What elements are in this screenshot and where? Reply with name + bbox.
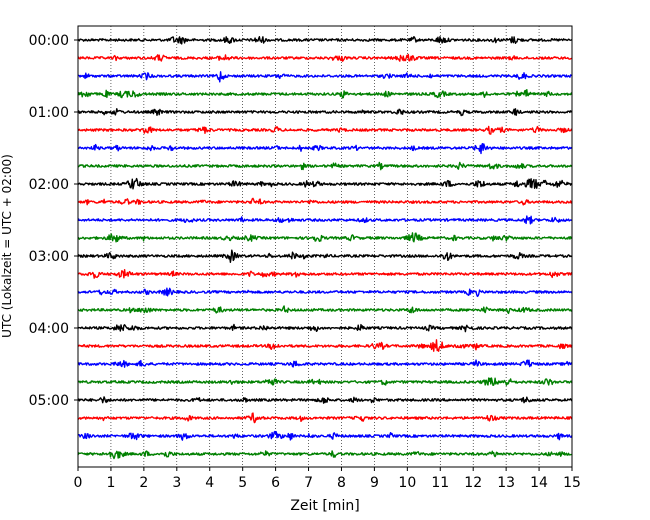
x-tick-label: 14 [530, 475, 548, 491]
trace-0300 [77, 249, 573, 263]
x-tick-label: 3 [172, 475, 181, 491]
y-tick-label: 01:00 [29, 105, 69, 121]
x-tick-label: 5 [238, 475, 247, 491]
trace-0245 [77, 232, 573, 243]
trace-0030 [77, 71, 573, 83]
trace-0445 [77, 377, 573, 387]
trace-0045 [77, 88, 573, 99]
x-tick-label: 1 [106, 475, 115, 491]
x-tick-label: 15 [563, 475, 581, 491]
x-tick-label: 10 [398, 475, 416, 491]
trace-0315 [77, 268, 573, 279]
y-tick-label: 00:00 [29, 33, 69, 49]
x-tick-label: 2 [139, 475, 148, 491]
x-tick-label: 7 [304, 475, 313, 491]
x-axis-label: Zeit [min] [290, 498, 359, 514]
y-tick-label: 02:00 [29, 177, 69, 193]
x-tick-label: 4 [205, 475, 214, 491]
trace-0430 [77, 359, 573, 368]
plot-frame [77, 25, 573, 468]
x-tick-label: 8 [337, 475, 346, 491]
x-tick-label: 6 [271, 475, 280, 491]
x-axis-ticks: 0 1 2 3 4 5 6 7 8 9 10 11 12 13 14 15 [74, 467, 581, 491]
trace-0015 [77, 53, 573, 62]
trace-0400 [77, 323, 573, 333]
y-tick-label: 03:00 [29, 249, 69, 265]
trace-0530 [77, 430, 573, 441]
x-tick-label: 11 [431, 475, 449, 491]
trace-0215 [77, 197, 573, 206]
trace-0330 [77, 287, 573, 298]
trace-0130 [77, 142, 573, 155]
trace-0545 [77, 450, 573, 460]
y-axis-ticks: 00:00 01:00 02:00 03:00 04:00 05:00 [29, 33, 78, 409]
trace-0200 [77, 177, 573, 190]
trace-0230 [77, 215, 573, 225]
y-axis-label: UTC (Lokalzeit = UTC + 02:00) [0, 154, 14, 338]
trace-0500 [77, 396, 573, 404]
x-tick-label: 12 [464, 475, 482, 491]
trace-0415 [77, 339, 573, 352]
trace-0100 [77, 108, 573, 117]
trace-0145 [77, 161, 573, 171]
x-tick-label: 13 [497, 475, 515, 491]
trace-0115 [77, 125, 573, 135]
trace-0000 [77, 35, 573, 45]
x-tick-label: 0 [74, 475, 83, 491]
y-tick-label: 04:00 [29, 321, 69, 337]
trace-0345 [77, 305, 573, 315]
seismogram-traces [77, 35, 573, 460]
y-tick-label: 05:00 [29, 393, 69, 409]
x-tick-label: 9 [370, 475, 379, 491]
trace-0515 [77, 412, 573, 424]
